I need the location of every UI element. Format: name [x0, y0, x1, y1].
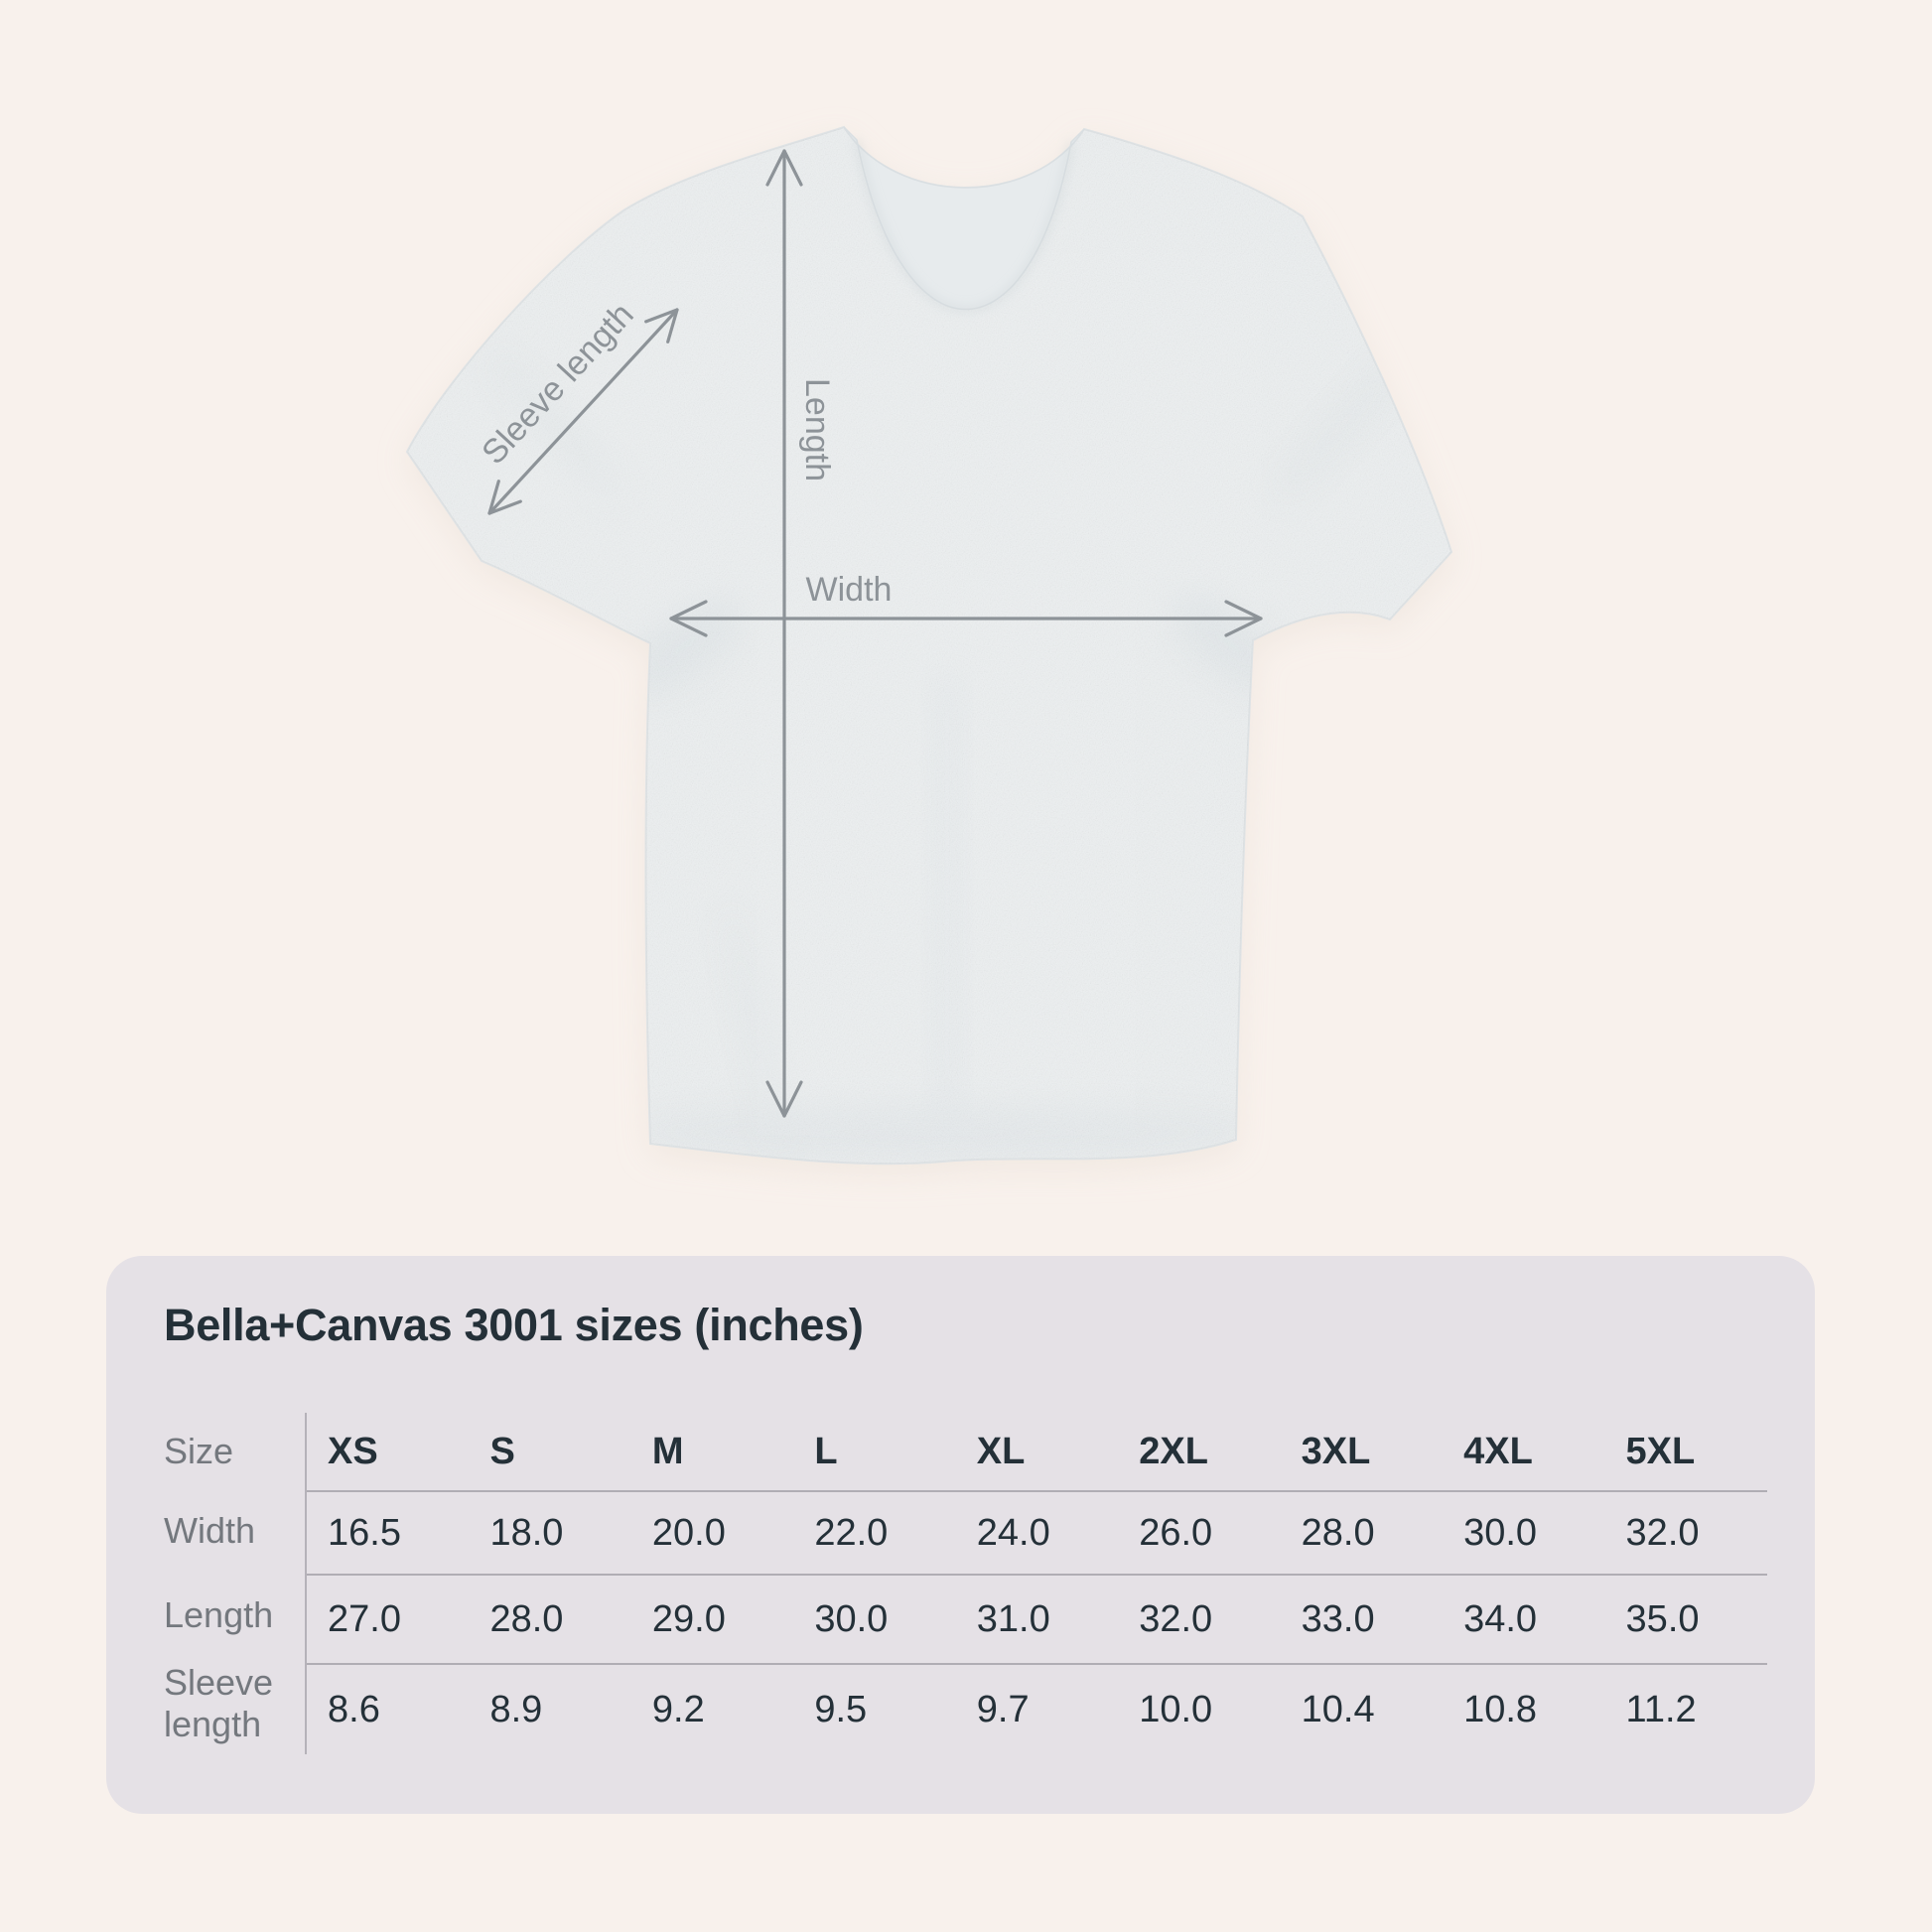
length-value: 29.0: [651, 1597, 726, 1640]
length-value: 31.0: [976, 1597, 1050, 1640]
width-value: 18.0: [489, 1511, 564, 1554]
width-value: 30.0: [1463, 1511, 1538, 1554]
length-row: 27.0 28.0 29.0 30.0 31.0 32.0 33.0 34.0 …: [307, 1574, 1767, 1663]
width-value: 32.0: [1625, 1511, 1700, 1554]
width-value: 28.0: [1301, 1511, 1375, 1554]
size-row-label: Size: [164, 1431, 234, 1471]
width-value: 20.0: [651, 1511, 726, 1554]
sleeve-length-value: 9.7: [976, 1688, 1030, 1730]
length-value: 33.0: [1301, 1597, 1375, 1640]
sleeve-length-value: 8.9: [489, 1688, 543, 1730]
length-value: 27.0: [328, 1597, 401, 1640]
size-chart-table: Size Width Length Sleeve length XS S M L…: [164, 1413, 1767, 1754]
width-value: 22.0: [814, 1511, 889, 1554]
row-label-column: Size Width Length Sleeve length: [164, 1413, 307, 1754]
width-row: 16.5 18.0 20.0 22.0 24.0 26.0 28.0 30.0 …: [307, 1490, 1767, 1574]
collar: [843, 126, 1085, 312]
width-value: 24.0: [976, 1511, 1050, 1554]
sleeve-length-value: 10.0: [1139, 1688, 1213, 1730]
width-arrow: [669, 600, 1263, 637]
length-label: Length: [798, 378, 836, 482]
length-value: 35.0: [1625, 1597, 1700, 1640]
sleeve-length-value: 8.6: [328, 1688, 380, 1730]
length-arrow: [765, 149, 803, 1118]
size-chart-title: Bella+Canvas 3001 sizes (inches): [164, 1300, 864, 1350]
width-value: 16.5: [328, 1511, 401, 1554]
length-value: 28.0: [489, 1597, 564, 1640]
length-value: 34.0: [1463, 1597, 1538, 1640]
sleeve-length-value: 9.2: [651, 1688, 705, 1730]
width-label: Width: [806, 571, 893, 609]
sleeve-length-value: 9.5: [814, 1688, 868, 1730]
sleeve-length-row: 8.6 8.9 9.2 9.5 9.7 10.0 10.4 10.8 11.2: [307, 1663, 1767, 1754]
width-value: 26.0: [1139, 1511, 1213, 1554]
length-value: 30.0: [814, 1597, 889, 1640]
size-header-cell: 5XL: [1625, 1430, 1696, 1472]
size-header-cell: XS: [328, 1430, 378, 1472]
size-header-cell: 2XL: [1139, 1430, 1208, 1472]
size-header-cell: L: [814, 1430, 838, 1472]
size-header-cell: S: [489, 1430, 515, 1472]
sleeve-length-arrow: [487, 308, 679, 515]
sleeve-length-row-label: Sleeve length: [164, 1662, 274, 1744]
width-row-label: Width: [164, 1510, 256, 1551]
size-header-cell: 4XL: [1463, 1430, 1533, 1472]
sleeve-length-value: 11.2: [1625, 1688, 1697, 1730]
sleeve-length-value: 10.8: [1463, 1688, 1538, 1730]
data-column: XS S M L XL 2XL 3XL 4XL 5XL 16.5 18.0 20…: [307, 1413, 1767, 1754]
size-header-cell: XL: [976, 1430, 1026, 1472]
size-header-cell: 3XL: [1301, 1430, 1371, 1472]
sleeve-length-value: 10.4: [1301, 1688, 1375, 1730]
length-row-label: Length: [164, 1594, 274, 1635]
size-header-cell: M: [651, 1430, 684, 1472]
size-chart-panel: Bella+Canvas 3001 sizes (inches) Size Wi…: [106, 1256, 1815, 1814]
size-header-row: XS S M L XL 2XL 3XL 4XL 5XL: [307, 1413, 1767, 1490]
length-value: 32.0: [1139, 1597, 1213, 1640]
